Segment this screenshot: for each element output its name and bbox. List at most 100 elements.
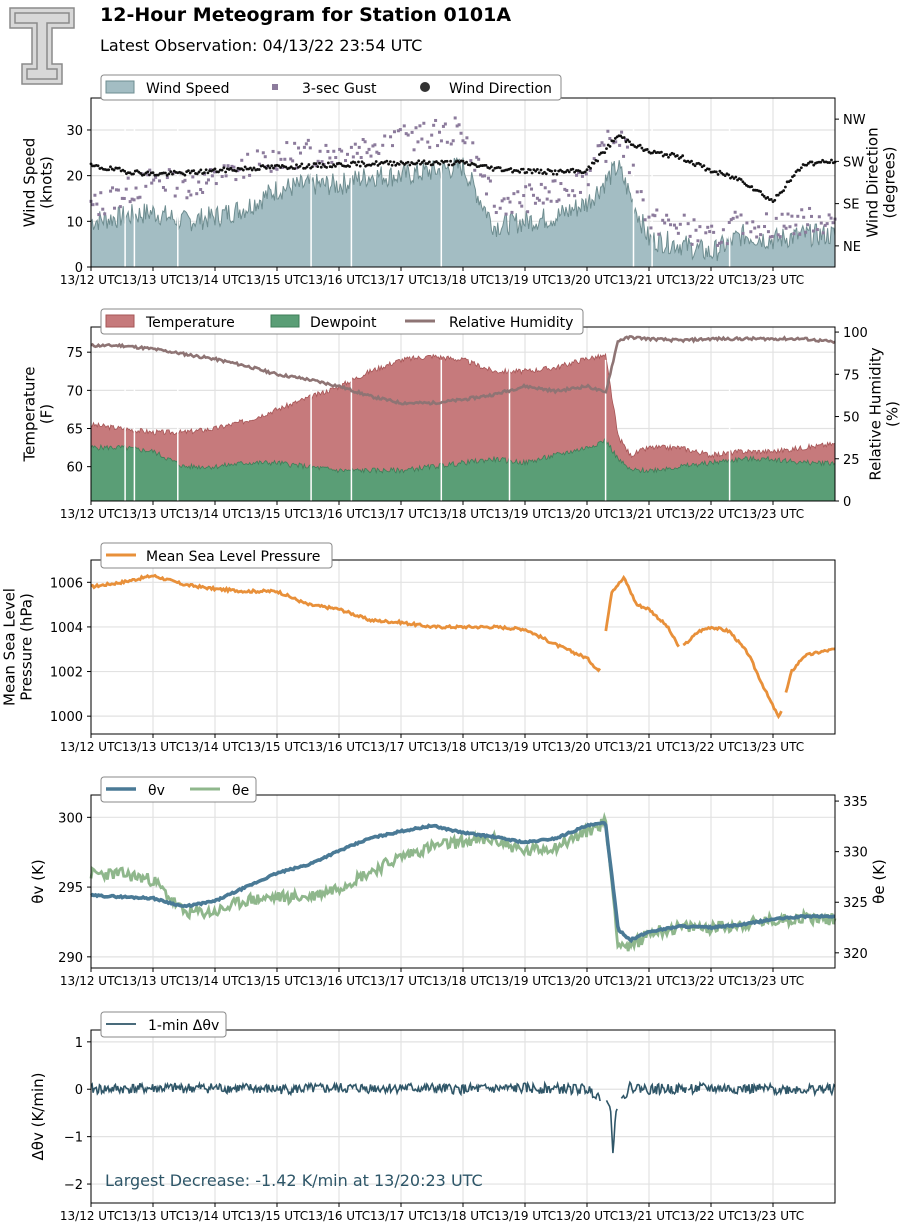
gust-point [197,180,201,184]
direction-point [651,151,654,155]
gust-point [577,171,581,175]
gust-point [557,198,561,202]
mslp-line [682,625,783,720]
gust-point [351,155,355,159]
direction-point [693,164,697,168]
x-tick-label: 13/21 UTC [618,273,680,287]
direction-point [426,162,429,165]
y2-tick-label: 325 [843,896,868,911]
direction-point [257,168,261,171]
gust-point [692,218,696,222]
direction-point [376,163,380,167]
direction-point [714,170,718,174]
gust-point [205,181,209,185]
gust-point [766,230,770,234]
gust-point [794,223,798,227]
direction-point [626,138,630,142]
gust-point [293,141,297,145]
direction-point [773,198,777,202]
direction-point [585,168,589,172]
legend-box [100,1011,227,1038]
direction-point [622,136,626,139]
gust-point [624,138,628,142]
direction-point [596,159,600,163]
gust-point [473,168,477,172]
direction-point [330,165,334,169]
legend-swatch [105,314,135,328]
gust-point [755,235,759,239]
gust-point [111,186,115,190]
temperature-axis-label-line: (F) [38,404,56,424]
direction-point [307,163,311,166]
gust-point [144,184,148,188]
x-tick-label: 13/23 UTC [742,1209,804,1223]
direction-point [96,164,100,168]
gust-point [298,151,302,155]
direction-point [252,166,256,170]
gust-point [563,187,567,191]
largest-decrease-annotation: Largest Decrease: -1.42 K/min at 13/20:2… [105,1171,483,1190]
gust-point [512,192,516,196]
gust-point [565,188,569,192]
gust-point [559,182,563,186]
direction-point [321,163,325,166]
legend-swatch [272,84,278,90]
direction-point [718,169,722,173]
gust-point [263,155,267,159]
gust-point [631,163,635,167]
gust-point [236,169,240,173]
gust-point [203,172,207,176]
x-tick-label: 13/15 UTC [246,740,308,754]
gust-point [414,126,418,130]
direction-point [660,150,663,154]
y2-tick-label: 50 [843,411,860,426]
gust-point [434,118,438,122]
direction-point [624,140,628,144]
gust-point [751,220,755,224]
gust-point [318,149,322,153]
direction-point [511,170,514,174]
gust-point [338,147,342,151]
direction-point [739,178,743,181]
gust-point [586,183,590,187]
gust-point [504,212,508,216]
x-tick-label: 13/18 UTC [432,507,494,521]
gust-point [533,201,537,205]
delta-theta-line [687,1080,836,1098]
gust-point [116,188,120,192]
direction-point [397,162,401,166]
gust-point [759,233,763,237]
direction-point [277,164,281,168]
gust-point [95,202,99,206]
gust-point [516,190,520,194]
pressure-axis-label-line: Mean Sea Level [1,588,19,706]
direction-point [489,165,493,169]
gust-point [332,149,336,153]
wind-direction-axis-label-line: Wind Direction [864,127,882,237]
gust-point [291,159,295,163]
direction-point [589,166,592,170]
y2-tick-label: 335 [843,795,868,810]
direction-point [360,160,364,164]
gust-point [674,226,678,230]
gust-point [612,141,616,145]
gust-point [189,193,193,197]
gust-point [146,173,150,177]
gust-point [731,216,735,220]
y-tick-label: 30 [66,124,83,139]
gust-point [774,216,778,220]
gust-point [821,231,825,235]
x-tick-label: 13/20 UTC [556,974,618,988]
gust-point [639,190,643,194]
gust-point [344,159,348,163]
gust-point [224,174,228,178]
direction-point [555,172,559,176]
direction-point [279,166,282,169]
y2-tick-label: NE [843,240,861,255]
gust-point [297,146,301,150]
legend-label: Mean Sea Level Pressure [146,549,320,565]
direction-point [270,164,274,168]
x-tick-label: 13/22 UTC [680,507,742,521]
direction-point [325,165,328,169]
direction-point [608,144,612,148]
